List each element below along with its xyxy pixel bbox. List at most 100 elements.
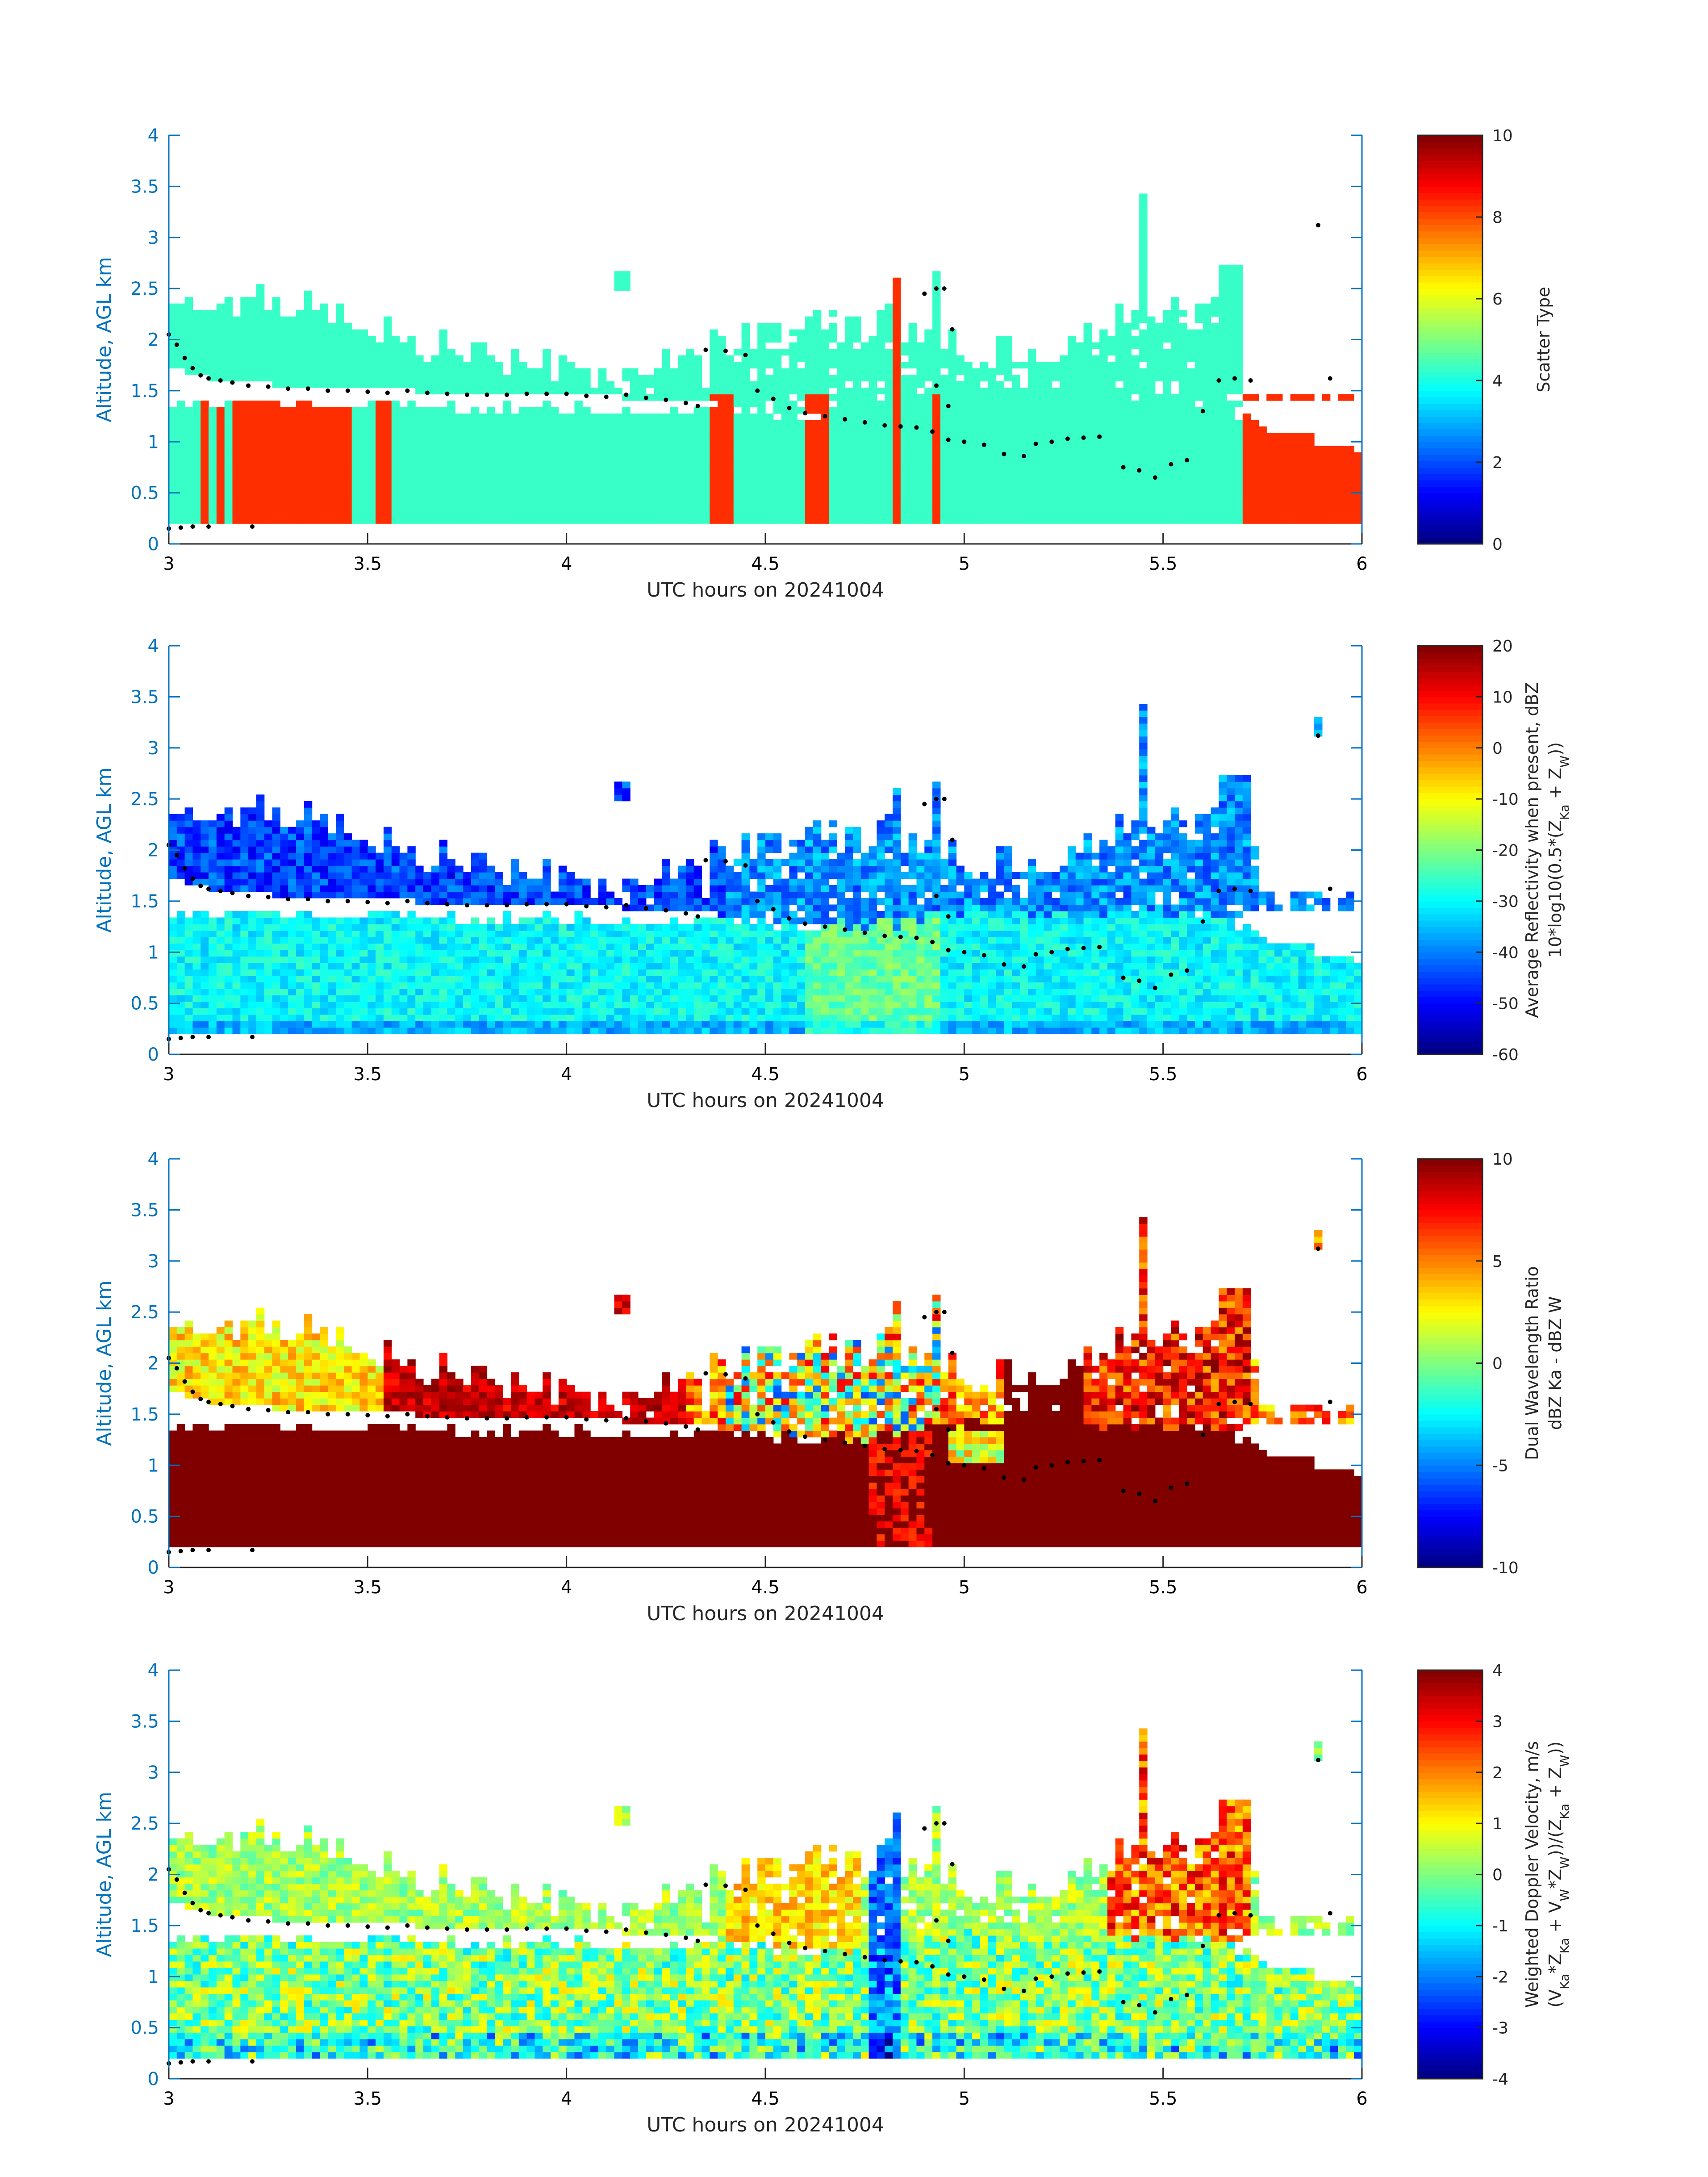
heatmap-cell	[1012, 388, 1020, 395]
heatmap-cell	[224, 820, 233, 827]
heatmap-cell	[383, 349, 392, 356]
heatmap-cell	[678, 446, 686, 453]
heatmap-cell	[821, 375, 830, 382]
heatmap-cell	[813, 316, 822, 323]
heatmap-cell	[813, 426, 822, 434]
heatmap-cell	[224, 355, 233, 362]
heatmap-cell	[479, 433, 488, 440]
heatmap-cell	[184, 943, 193, 950]
heatmap-cell	[503, 517, 511, 524]
heatmap-cell	[1067, 349, 1076, 356]
heatmap-cell	[510, 510, 519, 518]
heatmap-cell	[1147, 342, 1156, 349]
heatmap-cell	[280, 381, 288, 388]
heatmap-cell	[1052, 362, 1060, 369]
heatmap-cell	[1290, 394, 1299, 401]
heatmap-cell	[630, 465, 639, 472]
heatmap-cell	[1147, 368, 1156, 375]
heatmap-cell	[821, 478, 830, 485]
heatmap-cell	[685, 388, 694, 395]
heatmap-cell	[1091, 459, 1100, 466]
heatmap-cell	[256, 433, 265, 440]
heatmap-cell	[964, 381, 973, 388]
heatmap-cell	[924, 504, 933, 511]
heatmap-cell	[280, 375, 288, 382]
heatmap-cell	[264, 911, 273, 918]
heatmap-cell	[391, 1021, 400, 1028]
heatmap-cell	[232, 329, 241, 336]
heatmap-cell	[312, 316, 321, 323]
heatmap-cell	[176, 491, 185, 498]
heatmap-cell	[288, 1027, 296, 1034]
heatmap-cell	[256, 504, 265, 511]
heatmap-cell	[733, 459, 742, 466]
heatmap-cell	[431, 446, 440, 453]
cloud-base-dot	[787, 405, 792, 410]
heatmap-cell	[678, 362, 686, 369]
heatmap-cell	[1219, 400, 1227, 408]
heatmap-cell	[200, 852, 209, 860]
heatmap-cell	[956, 497, 965, 505]
heatmap-cell	[184, 975, 193, 982]
heatmap-cell	[1036, 491, 1044, 498]
heatmap-cell	[1163, 349, 1172, 356]
heatmap-cell	[1052, 504, 1060, 511]
heatmap-cell	[1020, 497, 1028, 505]
heatmap-cell	[487, 413, 495, 421]
heatmap-cell	[1115, 368, 1124, 375]
heatmap-cell	[996, 510, 1004, 518]
heatmap-cell	[1338, 446, 1346, 453]
heatmap-cell	[765, 362, 774, 369]
heatmap-cell	[272, 1001, 280, 1008]
heatmap-cell	[431, 388, 440, 395]
heatmap-cell	[328, 446, 336, 453]
heatmap-cell	[312, 936, 321, 944]
heatmap-cell	[1274, 465, 1283, 472]
heatmap-cell	[320, 995, 328, 1002]
heatmap-cell	[1060, 400, 1068, 408]
heatmap-cell	[654, 459, 663, 466]
heatmap-cell	[662, 368, 670, 375]
heatmap-cell	[328, 426, 336, 434]
colorbar-swatch	[1418, 499, 1482, 506]
heatmap-cell	[407, 400, 416, 408]
heatmap-cell	[1067, 355, 1076, 362]
heatmap-cell	[495, 375, 503, 382]
heatmap-cell	[654, 510, 663, 518]
heatmap-cell	[463, 517, 472, 524]
heatmap-cell	[646, 472, 655, 479]
heatmap-cell	[630, 497, 639, 505]
heatmap-cell	[487, 446, 495, 453]
heatmap-cell	[1139, 316, 1148, 323]
heatmap-cell	[232, 969, 241, 976]
heatmap-cell	[1131, 459, 1140, 466]
heatmap-cell	[630, 452, 639, 459]
heatmap-cell	[741, 381, 750, 388]
heatmap-cell	[367, 355, 376, 362]
heatmap-cell	[256, 936, 265, 944]
heatmap-cell	[1219, 368, 1227, 375]
heatmap-cell	[869, 381, 877, 388]
heatmap-cell	[1219, 420, 1227, 427]
heatmap-cell	[900, 478, 909, 485]
heatmap-cell	[1147, 375, 1156, 382]
heatmap-cell	[184, 820, 193, 827]
heatmap-cell	[256, 1027, 265, 1034]
heatmap-cell	[964, 510, 973, 518]
heatmap-cell	[646, 446, 655, 453]
heatmap-cell	[1012, 394, 1020, 401]
heatmap-cell	[367, 459, 376, 466]
heatmap-cell	[1139, 213, 1148, 220]
heatmap-cell	[192, 930, 201, 937]
heatmap-cell	[1044, 420, 1052, 427]
heatmap-cell	[391, 504, 400, 511]
heatmap-cell	[781, 413, 790, 421]
heatmap-cell	[1044, 446, 1052, 453]
heatmap-cell	[1099, 517, 1108, 524]
heatmap-cell	[757, 446, 766, 453]
heatmap-cell	[757, 510, 766, 518]
heatmap-cell	[209, 840, 217, 847]
heatmap-cell	[288, 316, 296, 323]
heatmap-cell	[184, 497, 193, 505]
heatmap-cell	[304, 852, 313, 860]
